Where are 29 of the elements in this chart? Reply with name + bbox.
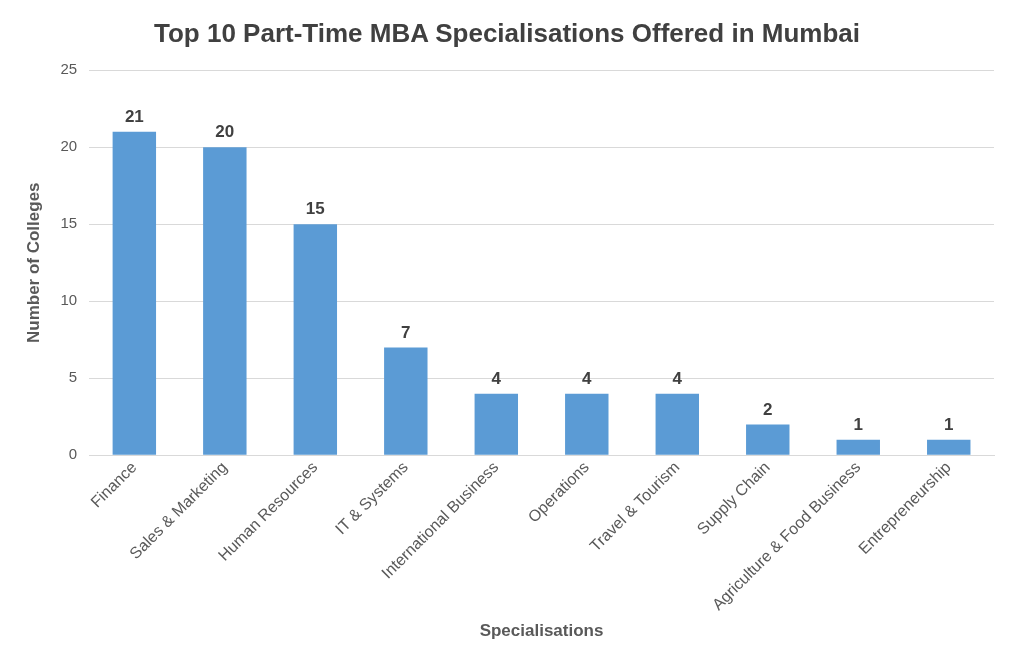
bar xyxy=(203,147,247,455)
chart-title: Top 10 Part-Time MBA Specialisations Offered in Mumbai xyxy=(154,17,860,48)
data-label: 2 xyxy=(763,399,773,419)
data-label: 4 xyxy=(672,368,683,388)
y-tick-label: 0 xyxy=(68,445,78,463)
y-tick-label: 25 xyxy=(60,60,78,78)
y-tick-label: 10 xyxy=(60,291,78,309)
data-label: 7 xyxy=(401,322,411,342)
bar xyxy=(293,224,338,455)
data-label: 4 xyxy=(582,368,593,388)
bar xyxy=(112,131,157,455)
y-tick-label: 15 xyxy=(60,214,78,232)
y-tick-label: 5 xyxy=(68,368,78,386)
y-tick-label: 20 xyxy=(60,137,78,155)
data-label: 15 xyxy=(305,199,325,219)
data-label: 4 xyxy=(491,368,502,388)
y-axis-title: Number of Colleges xyxy=(23,182,43,344)
bar xyxy=(565,393,609,455)
bar xyxy=(474,393,519,455)
bar xyxy=(836,439,880,455)
data-label: 1 xyxy=(944,415,954,435)
bar xyxy=(927,439,971,455)
x-axis-title: Specialisations xyxy=(479,621,604,641)
data-label: 21 xyxy=(124,107,144,126)
data-label: 1 xyxy=(853,415,863,435)
bar xyxy=(746,424,790,455)
bar xyxy=(384,347,428,455)
bar xyxy=(655,393,699,455)
data-label: 20 xyxy=(215,122,235,142)
